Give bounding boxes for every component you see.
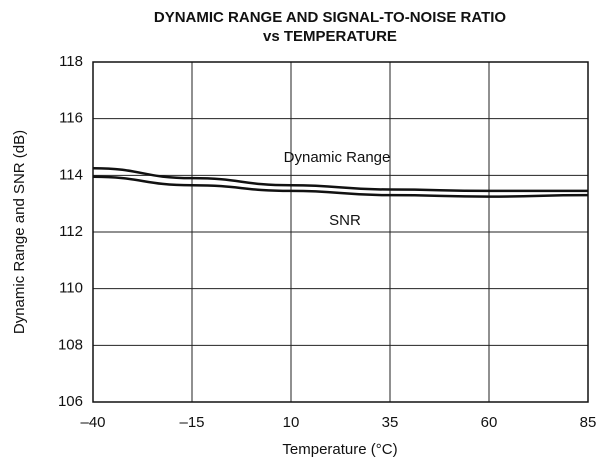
x-tick-label: –40	[80, 414, 105, 431]
y-tick-label: 110	[59, 280, 83, 297]
series-line	[92, 175, 589, 198]
series-annotation: SNR	[329, 212, 361, 229]
series-annotation: Dynamic Range	[284, 149, 391, 166]
plot-frame	[92, 61, 589, 403]
x-tick-label: 85	[580, 414, 597, 431]
series-line	[92, 167, 588, 193]
chart-title: DYNAMIC RANGE AND SIGNAL-TO-NOISE RATIO	[154, 9, 507, 26]
x-tick-label: 10	[283, 414, 300, 431]
x-tick-label: 60	[481, 414, 498, 431]
y-tick-label: 116	[59, 110, 83, 127]
x-tick-label: –15	[179, 414, 204, 431]
y-tick-label: 106	[58, 393, 83, 410]
y-tick-label: 118	[59, 53, 83, 70]
x-tick-label: 35	[382, 414, 399, 431]
x-axis-label: Temperature (°C)	[282, 441, 397, 458]
chart-title: vs TEMPERATURE	[263, 28, 397, 45]
y-tick-label: 112	[59, 223, 83, 240]
y-tick-label: 108	[58, 336, 83, 353]
y-tick-label: 114	[59, 166, 83, 183]
y-axis-label: Dynamic Range and SNR (dB)	[11, 130, 28, 334]
